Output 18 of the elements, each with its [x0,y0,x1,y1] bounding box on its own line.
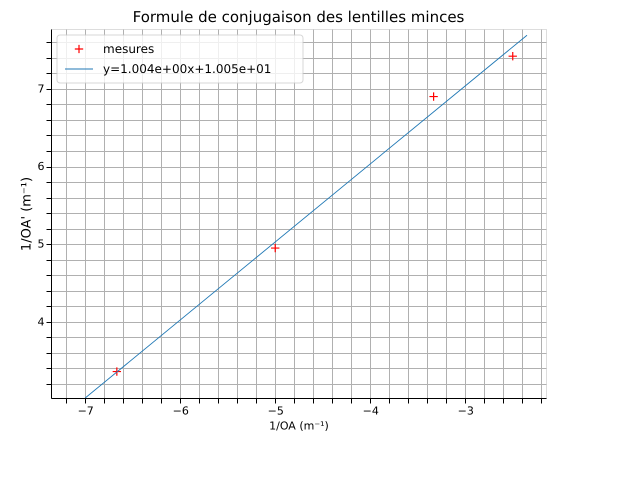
y-tick-label: 7 [38,82,44,96]
x-axis-title: 1/OA (m⁻¹) [269,420,329,432]
chart-title: Formule de conjugaison des lentilles minces [132,8,465,26]
legend-label: mesures [103,42,154,56]
y-tick-label: 5 [38,238,44,251]
point [428,92,438,102]
y-tick-label: 6 [38,160,44,173]
y-axis-title: 1/OA' (m⁻¹) [20,176,34,252]
point [508,51,518,61]
x-tick-label: −5 [268,404,284,418]
point [112,366,122,376]
y-tick-label: 4 [38,315,44,328]
x-tick-label: −3 [458,404,474,418]
x-tick-label: −6 [172,404,189,418]
x-tick-label: −4 [362,404,379,418]
legend-label: y=1.004e+00x+1.005e+01 [103,62,272,76]
x-tick-label: −7 [78,404,94,418]
point [270,243,280,253]
